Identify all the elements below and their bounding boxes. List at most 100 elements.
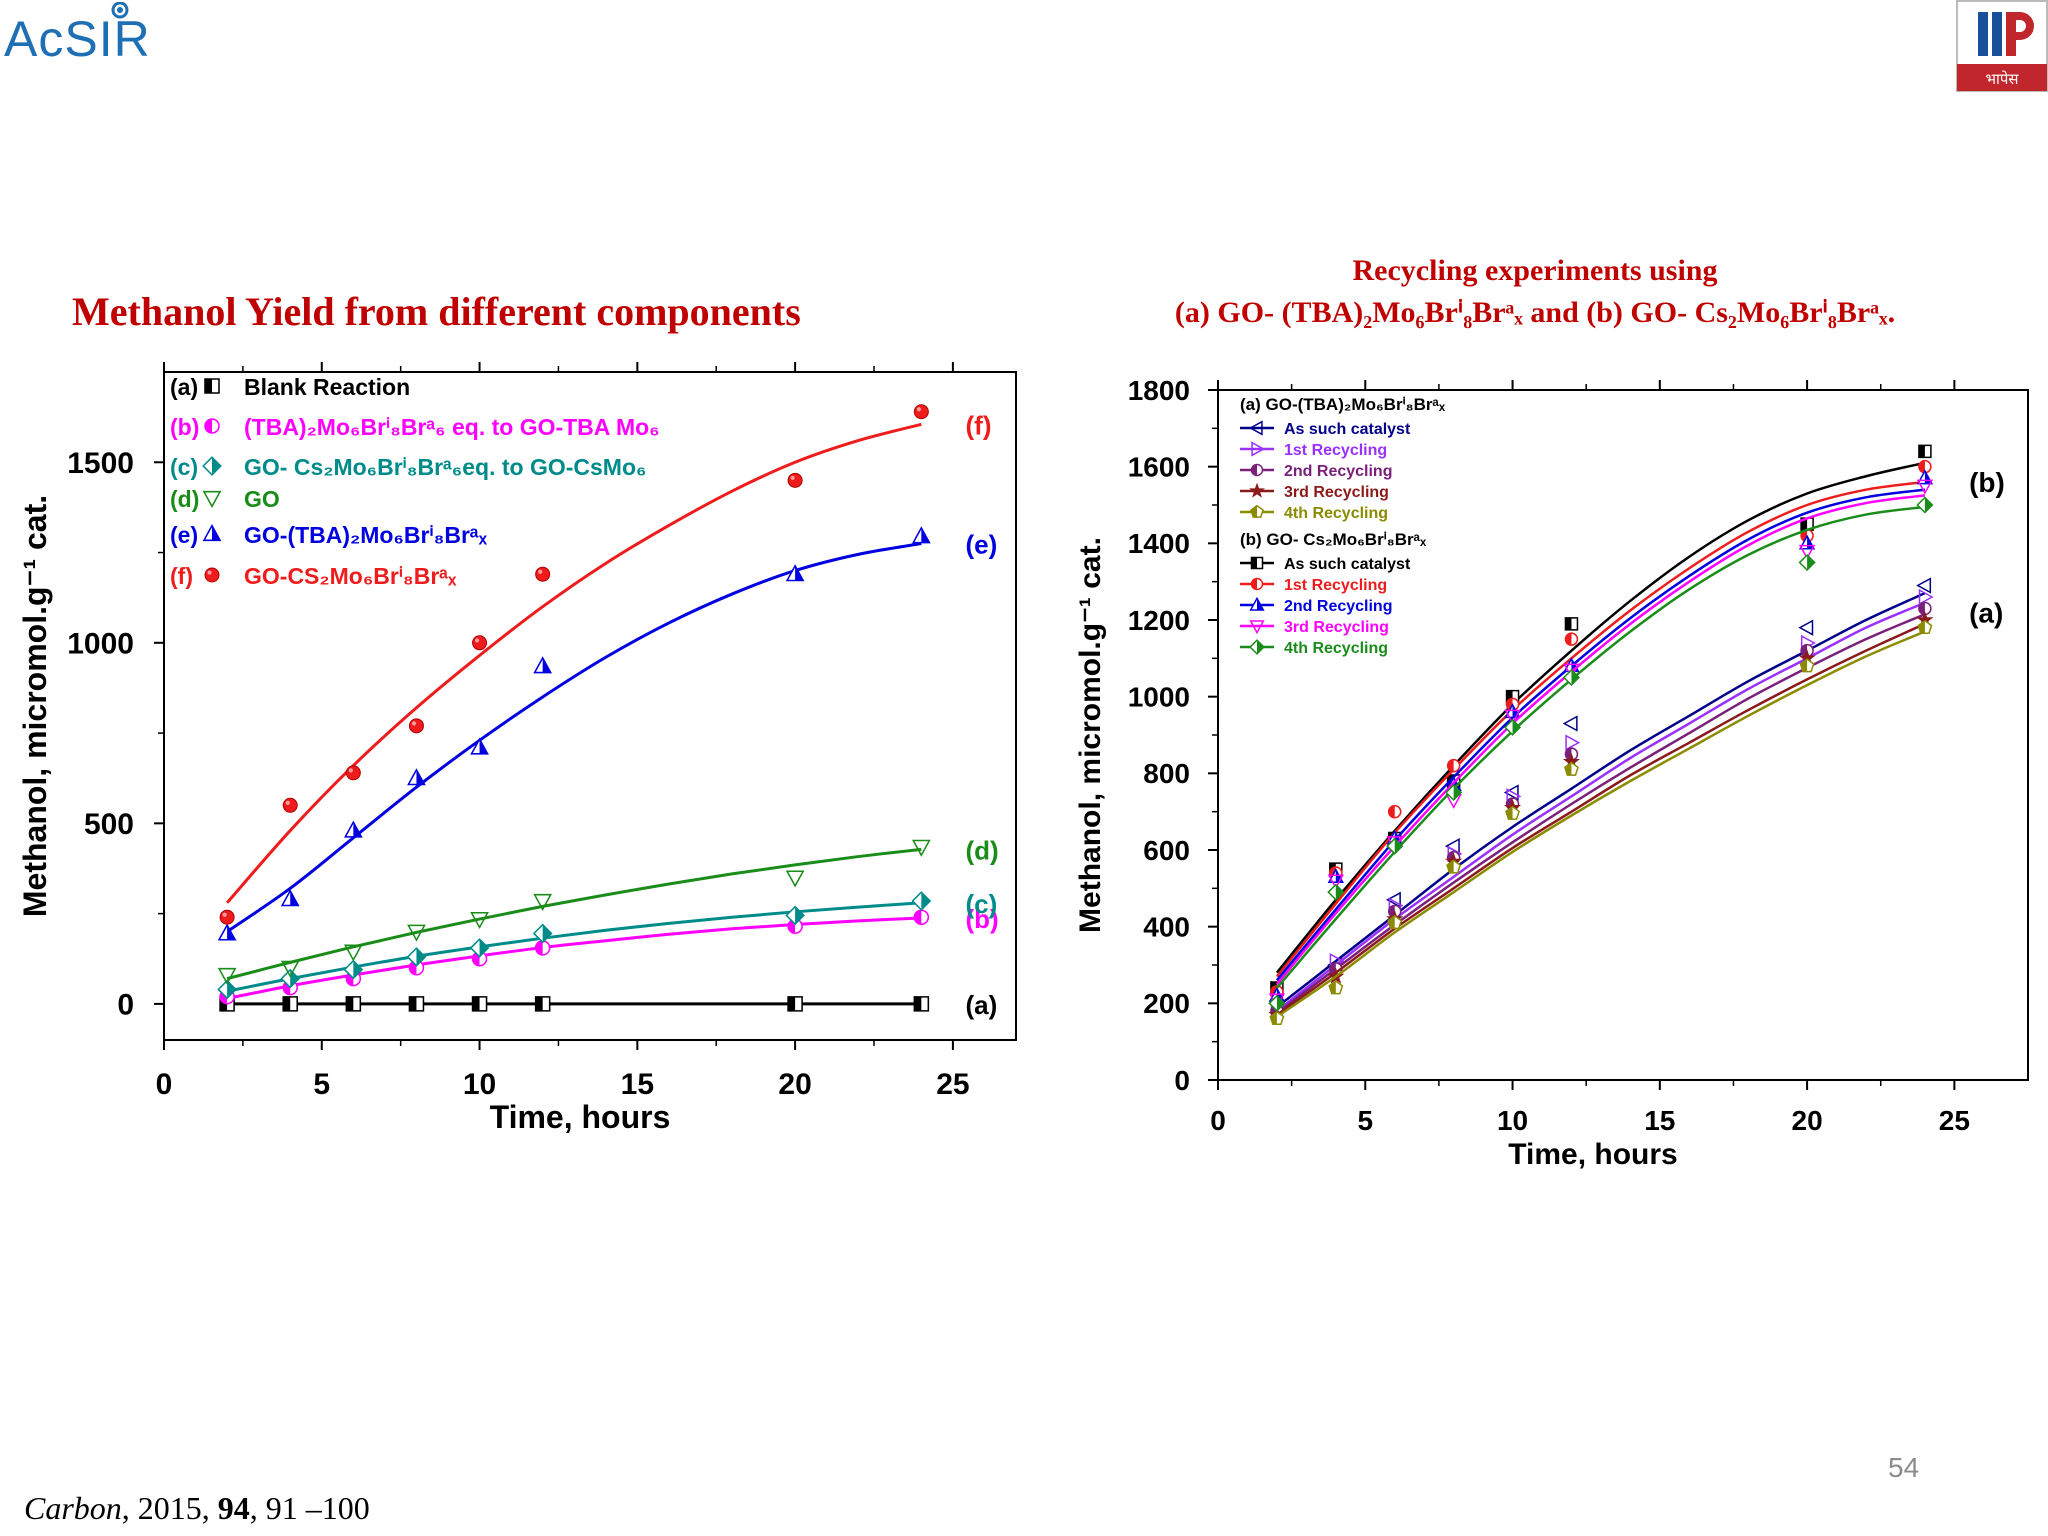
data-point-e	[280, 889, 300, 907]
data-point-b4	[1386, 837, 1404, 855]
y-tick-label: 400	[1143, 911, 1190, 942]
legend-marker	[204, 567, 220, 583]
data-point-d	[343, 944, 363, 962]
right-chart: 0 5 10 15 20 25 0 200 400 600 800 1000 1200 1400 1600 1…	[1074, 375, 2029, 1171]
legend-marker	[204, 378, 220, 394]
legend-item-c: (c) GO- Cs₂Mo₆Brⁱ₈Brᵃ₆eq. to GO-CsMo₆	[170, 454, 646, 480]
data-point-c	[469, 938, 490, 958]
legend: (a) GO-(TBA)₂Mo₆Brⁱ₈Brᵃₓ As such catalyst…	[1240, 395, 1446, 657]
y-tick-label: 1000	[1128, 681, 1190, 712]
y-axis-label: Methanol, micromol.g⁻¹ cat.	[17, 495, 53, 917]
data-point-b3	[1504, 709, 1521, 725]
legend-label: 2nd Recycling	[1284, 598, 1392, 615]
legend-label: GO- Cs₂Mo₆Brⁱ₈Brᵃ₆eq. to GO-CsMo₆	[244, 454, 646, 480]
data-point-a4	[1446, 859, 1462, 874]
data-point-a	[534, 996, 551, 1012]
x-tick-label: 25	[936, 1068, 969, 1101]
legend-marker	[1248, 420, 1263, 436]
data-point-b4	[1503, 718, 1522, 736]
legend-item-a2: 2nd Recycling	[1240, 463, 1392, 480]
legend-marker	[1250, 504, 1264, 518]
data-point-b	[534, 940, 551, 956]
data-point-e	[470, 737, 489, 755]
data-point-e	[343, 820, 363, 838]
data-point-c	[217, 979, 237, 1000]
data-point-b3	[1563, 663, 1580, 679]
legend-label: Blank Reaction	[244, 374, 410, 400]
data-point-b1	[1918, 459, 1932, 474]
data-point-b3	[1327, 874, 1344, 890]
end-label-d: (d)	[966, 835, 999, 865]
legend-item-b1: 1st Recycling	[1240, 577, 1387, 594]
legend-item-b0: As such catalyst	[1240, 556, 1411, 573]
data-point-b3	[1916, 479, 1934, 495]
iip-emblem-icon: भापेस	[1956, 0, 2048, 92]
data-point-d	[470, 911, 489, 930]
y-tick-label: 1500	[67, 447, 134, 480]
data-point-b4	[1562, 668, 1581, 687]
legend-item-b2: 2nd Recycling	[1240, 596, 1392, 615]
group-label-0: (b)	[1969, 467, 2005, 498]
fit-line-b4	[1275, 505, 1926, 989]
right-chart-title: Recycling experiments using	[1352, 254, 1718, 287]
y-tick-label: 600	[1143, 835, 1190, 866]
legend-label: As such catalyst	[1284, 556, 1411, 573]
data-point-b4	[1916, 496, 1934, 514]
data-point-b	[471, 950, 488, 967]
legend-label: 3rd Recycling	[1284, 619, 1389, 636]
citation-year: , 2015,	[121, 1490, 218, 1526]
y-tick-label: 1600	[1128, 451, 1190, 482]
data-point-d	[533, 893, 553, 911]
legend-label: GO	[244, 486, 280, 512]
data-point-c	[532, 923, 553, 944]
data-point-f	[535, 566, 551, 582]
data-point-c	[911, 891, 932, 911]
legend-label: 3rd Recycling	[1284, 484, 1389, 501]
data-point-b4	[1268, 994, 1286, 1012]
legend-label: (TBA)₂Mo₆Brⁱ₈Brᵃ₆ eq. to GO-TBA Mo₆	[244, 414, 660, 440]
data-point-c	[343, 959, 364, 980]
y-tick-label: 1000	[67, 627, 134, 660]
end-label-b: (b)	[966, 904, 999, 934]
x-tick-label: 5	[1357, 1105, 1373, 1136]
x-tick-label: 10	[1497, 1105, 1528, 1136]
legend-marker	[204, 418, 220, 434]
data-point-a1	[1565, 734, 1581, 751]
legend-marker	[1250, 556, 1264, 570]
end-label-a: (a)	[966, 990, 998, 1020]
plot-frame	[163, 371, 1017, 1041]
data-point-b1	[1564, 632, 1579, 646]
x-axis-label: Time, hours	[1508, 1138, 1677, 1171]
iip-logo: भापेस	[1956, 0, 2048, 92]
data-point-d	[785, 870, 805, 888]
legend-label: GO-(TBA)₂Mo₆Brⁱ₈Brᵃₓ	[244, 522, 488, 548]
data-point-b1	[1446, 758, 1461, 773]
legend-label: 1st Recycling	[1284, 442, 1387, 459]
data-point-b1	[1387, 804, 1402, 819]
data-point-e	[407, 768, 426, 786]
data-point-e	[217, 923, 237, 941]
data-point-d	[217, 967, 237, 986]
y-tick-label: 1800	[1128, 375, 1190, 406]
legend-tag: (d)	[170, 486, 199, 512]
data-point-a	[345, 996, 362, 1012]
legend-marker	[202, 490, 222, 509]
x-tick-label: 20	[778, 1068, 811, 1101]
acsir-logo-text: AcSIR	[4, 11, 151, 67]
data-point-f	[787, 472, 803, 488]
data-point-f	[219, 909, 235, 925]
legend-item-a3: 3rd Recycling	[1240, 482, 1389, 501]
data-point-a	[282, 996, 298, 1012]
legend-marker	[202, 456, 222, 476]
legend-item-e: (e) GO-(TBA)₂Mo₆Brⁱ₈Brᵃₓ	[170, 522, 488, 548]
data-point-e	[911, 526, 931, 544]
fit-line-b	[226, 916, 922, 1000]
data-point-a4	[1387, 915, 1403, 930]
data-point-a0	[1503, 784, 1519, 801]
legend-label: GO-CS₂Mo₆Brⁱ₈Brᵃₓ	[244, 563, 457, 589]
fit-line-a3	[1276, 622, 1926, 1016]
y-axis-label: Methanol, micromol.g⁻¹ cat.	[1074, 537, 1107, 933]
data-point-f	[345, 765, 361, 781]
x-tick-label: 15	[1644, 1105, 1675, 1136]
x-tick-label: 25	[1939, 1105, 1970, 1136]
